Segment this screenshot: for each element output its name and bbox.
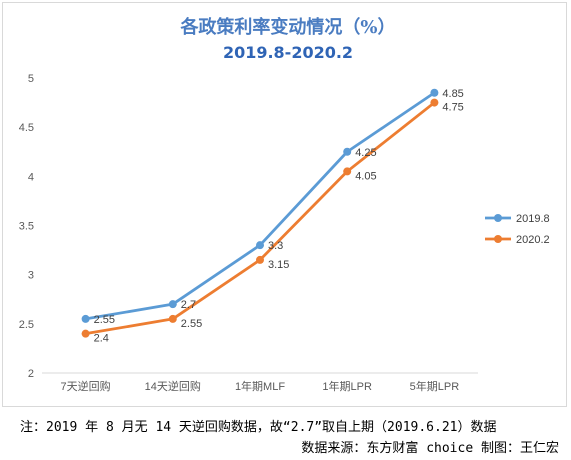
data-point-2020.2 (81, 329, 90, 338)
data-point-2019.8 (256, 241, 264, 250)
x-tick-label: 1年期MLF (235, 379, 285, 393)
data-label: 4.05 (355, 170, 376, 182)
data-label: 4.25 (355, 147, 376, 159)
data-point-2019.8 (430, 88, 439, 97)
x-tick-label: 5年期LPR (410, 379, 460, 393)
data-point-2019.8 (343, 147, 352, 156)
y-tick-label: 3 (28, 270, 34, 282)
data-point-2020.2 (430, 98, 439, 107)
chart-title: 各政策利率变动情况（%） (179, 16, 395, 38)
source-note: 数据来源：东方财富 choice 制图：王仁宏 (301, 441, 559, 456)
series-line-2019.8 (85, 91, 436, 321)
legend-label: 2019.8 (516, 213, 550, 225)
data-point-2020.2 (168, 314, 177, 323)
data-point-2019.8 (168, 300, 177, 309)
data-point-2019.8 (81, 314, 90, 323)
y-tick-label: 5 (28, 73, 34, 85)
footnote: 注：2019 年 8 月无 14 天逆回购数据，故“2.7”取自上期（2019.… (20, 420, 497, 435)
y-tick-label: 4.5 (19, 122, 34, 134)
series-group (81, 88, 439, 338)
y-tick-label: 3.5 (19, 221, 34, 233)
x-tick-label: 7天逆回购 (61, 379, 111, 393)
y-axis-ticks: 2 2.5 3 3.5 4 4.5 5 (19, 73, 34, 380)
data-label: 2.55 (181, 318, 202, 330)
data-label: 3.15 (268, 259, 289, 271)
chart-subtitle: 2019.8-2020.2 (223, 43, 353, 62)
legend-label: 2020.2 (516, 234, 550, 246)
data-label: 3.3 (268, 240, 283, 252)
x-tick-label: 1年期LPR (322, 379, 372, 393)
legend-marker (494, 214, 502, 222)
data-label: 2.7 (181, 299, 196, 311)
y-tick-label: 2.5 (19, 319, 34, 331)
y-tick-label: 4 (28, 171, 34, 183)
chart-frame (2, 2, 567, 407)
data-label: 2.4 (94, 333, 109, 345)
data-label: 4.75 (442, 102, 463, 114)
data-label: 2.55 (94, 314, 115, 326)
series-line-2020.2 (85, 101, 436, 336)
data-labels: 2.55 2.7 3.3 4.25 4.85 2.4 2.55 3.15 4.05 4.75 (94, 88, 464, 345)
legend: 2019.8 2020.2 (485, 213, 550, 246)
line-chart: 各政策利率变动情况（%） 2019.8-2020.2 2 2.5 3 3.5 4 4.5 5… (19, 16, 550, 393)
data-point-2020.2 (343, 167, 352, 176)
legend-marker (494, 235, 502, 243)
y-tick-label: 2 (28, 368, 34, 380)
data-label: 4.85 (442, 88, 463, 100)
x-axis-ticks: 7天逆回购 14天逆回购 1年期MLF 1年期LPR 5年期LPR (61, 379, 460, 393)
data-point-2020.2 (256, 255, 264, 264)
x-tick-label: 14天逆回购 (145, 379, 201, 393)
